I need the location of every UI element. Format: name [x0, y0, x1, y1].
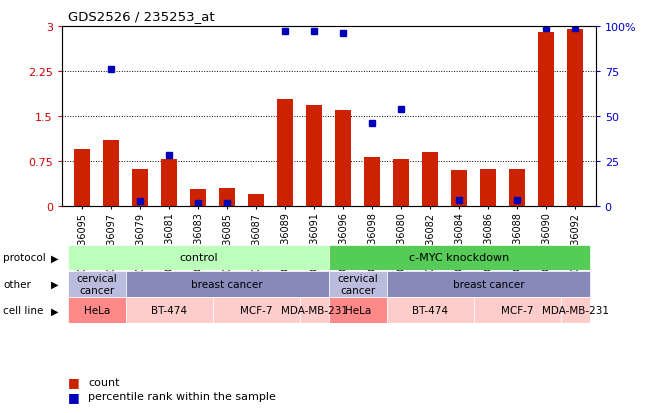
Bar	[538, 33, 554, 206]
Bar	[329, 245, 590, 271]
Bar	[161, 160, 177, 206]
Text: BT-474: BT-474	[151, 306, 187, 316]
Text: ▶: ▶	[51, 279, 59, 289]
Text: percentile rank within the sample: percentile rank within the sample	[88, 392, 276, 401]
Bar	[393, 160, 409, 206]
Bar	[561, 298, 590, 323]
Bar	[509, 169, 525, 206]
Text: ■: ■	[68, 375, 80, 389]
Text: HeLa: HeLa	[344, 306, 371, 316]
Text: control: control	[179, 253, 217, 263]
Bar	[329, 298, 387, 323]
Text: cervical
cancer: cervical cancer	[337, 273, 378, 295]
Bar	[422, 152, 438, 206]
Bar	[387, 298, 474, 323]
Bar	[474, 298, 561, 323]
Bar	[480, 169, 496, 206]
Bar	[126, 271, 329, 297]
Text: count: count	[88, 377, 119, 387]
Bar	[126, 298, 213, 323]
Bar	[104, 140, 119, 206]
Bar	[329, 271, 387, 297]
Text: BT-474: BT-474	[412, 306, 449, 316]
Bar	[68, 271, 126, 297]
Text: breast cancer: breast cancer	[191, 279, 263, 289]
Text: protocol: protocol	[3, 253, 46, 263]
Text: other: other	[3, 279, 31, 289]
Bar	[387, 271, 590, 297]
Text: cervical
cancer: cervical cancer	[76, 273, 117, 295]
Bar	[68, 245, 329, 271]
Text: GDS2526 / 235253_at: GDS2526 / 235253_at	[68, 10, 215, 23]
Bar	[190, 190, 206, 206]
Text: ▶: ▶	[51, 306, 59, 316]
Text: breast cancer: breast cancer	[452, 279, 524, 289]
Text: cell line: cell line	[3, 306, 44, 316]
Bar	[451, 171, 467, 206]
Bar	[306, 106, 322, 206]
Bar	[277, 100, 293, 206]
Text: MCF-7: MCF-7	[240, 306, 273, 316]
Bar	[132, 169, 148, 206]
Text: MDA-MB-231: MDA-MB-231	[281, 306, 348, 316]
Bar	[68, 298, 126, 323]
Text: HeLa: HeLa	[83, 306, 110, 316]
Bar	[248, 195, 264, 206]
Text: ■: ■	[68, 390, 80, 403]
Bar	[213, 298, 299, 323]
Bar	[299, 298, 329, 323]
Text: MCF-7: MCF-7	[501, 306, 534, 316]
Bar	[365, 157, 380, 206]
Bar	[74, 150, 90, 206]
Bar	[568, 30, 583, 206]
Text: ▶: ▶	[51, 253, 59, 263]
Bar	[219, 188, 235, 206]
Text: c-MYC knockdown: c-MYC knockdown	[409, 253, 510, 263]
Text: MDA-MB-231: MDA-MB-231	[542, 306, 609, 316]
Bar	[335, 111, 352, 206]
